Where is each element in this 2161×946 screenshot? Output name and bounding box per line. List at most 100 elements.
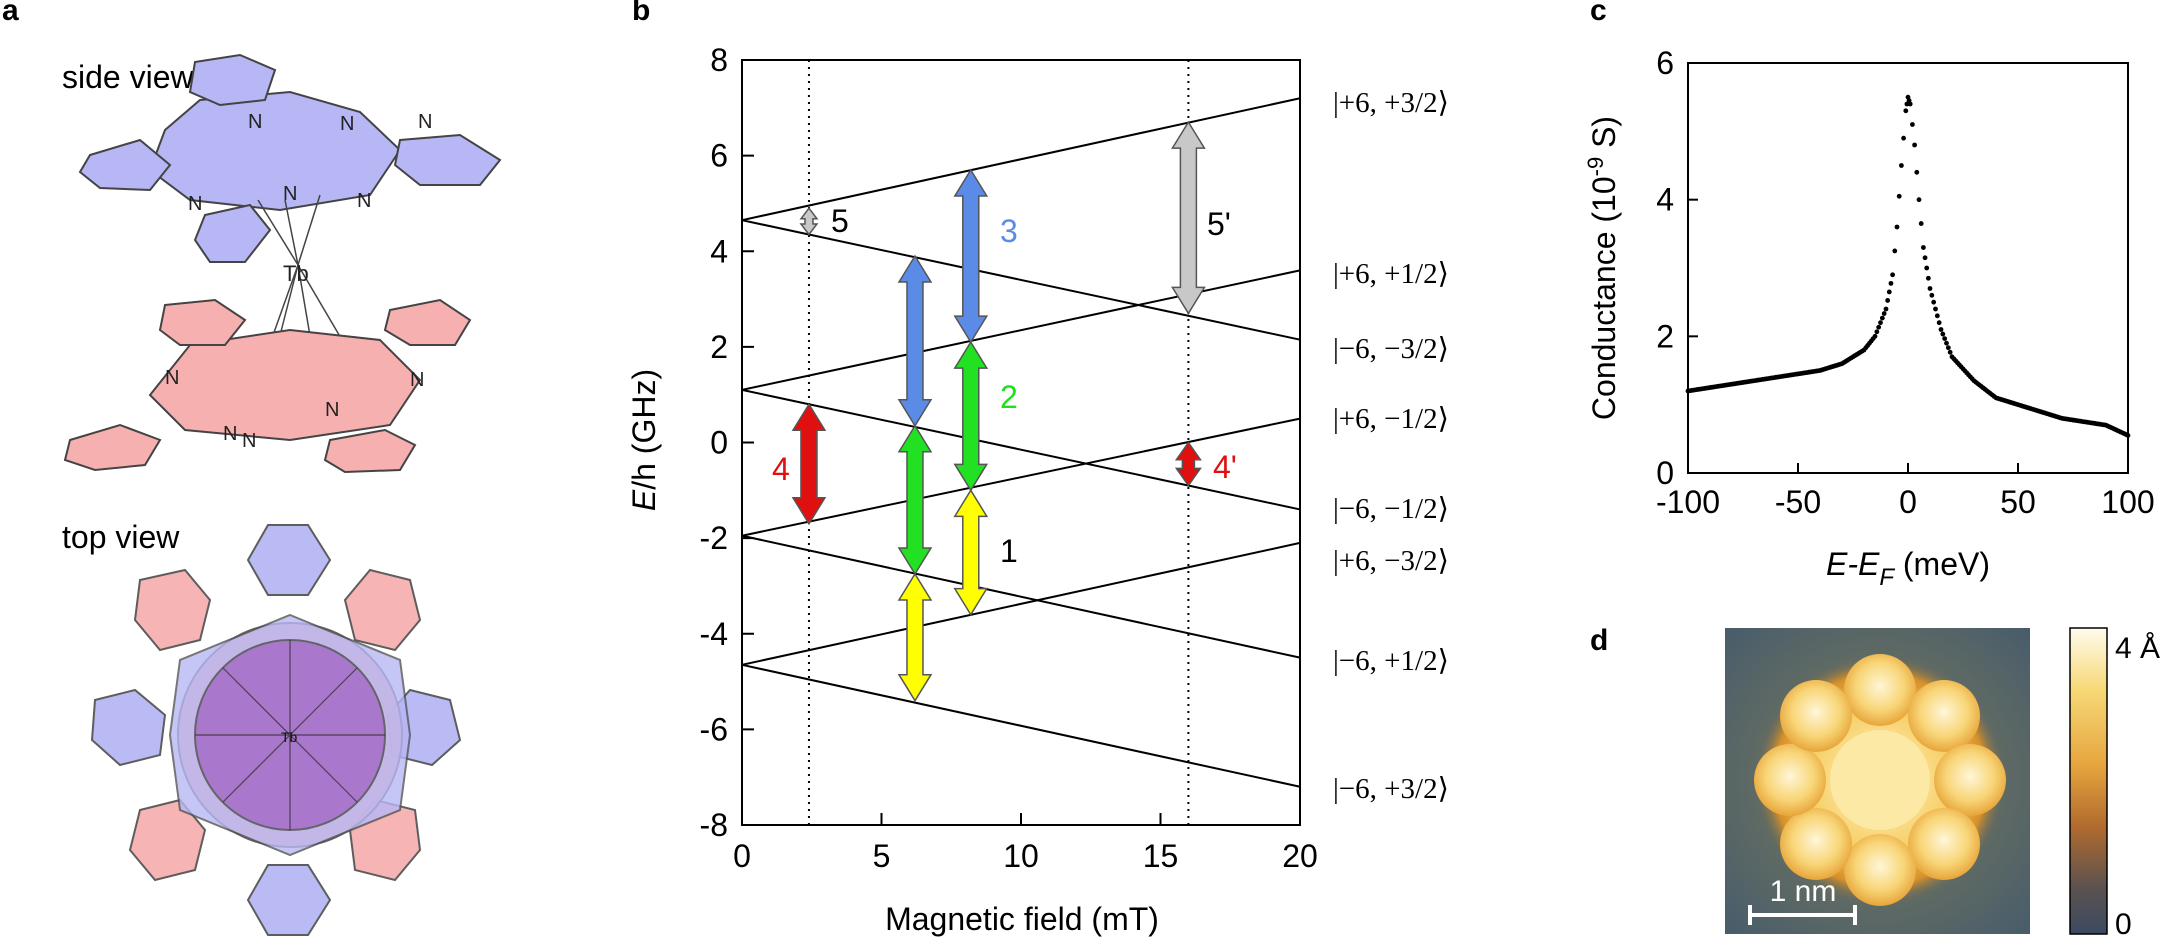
side-view-label: side view — [62, 59, 195, 95]
data-point — [1903, 108, 1909, 114]
data-point — [1876, 324, 1882, 330]
state-label: |+6, +3/2⟩ — [1333, 87, 1449, 119]
data-point — [1912, 142, 1917, 148]
data-point — [1872, 333, 1878, 339]
energy-level-line — [741, 534, 1301, 659]
transition-label-2: 2 — [1000, 379, 1018, 415]
transition-label-1: 1 — [1000, 533, 1018, 569]
transition-arrow-5' — [1171, 120, 1206, 315]
transition-label-3: 3 — [1000, 213, 1018, 249]
data-point — [1924, 265, 1930, 271]
data-point — [1878, 320, 1883, 326]
y-tick-label: -2 — [700, 520, 728, 556]
energy-level-line — [741, 269, 1301, 391]
data-point — [1892, 248, 1898, 254]
y-tick-label: -8 — [700, 807, 728, 843]
colorbar — [2069, 627, 2108, 935]
x-tick-label: 15 — [1143, 838, 1179, 874]
panel-d-stm-image: 1 nm 4 Å 0 — [1725, 627, 2160, 941]
state-label: |−6, −3/2⟩ — [1333, 333, 1449, 365]
transition-label-4: 4 — [772, 451, 790, 487]
y-tick-label: -6 — [700, 711, 728, 747]
data-point — [1922, 255, 1928, 261]
y-tick-label: 8 — [710, 42, 728, 78]
nitrogen-label: N — [223, 423, 237, 445]
data-point — [1888, 280, 1894, 286]
field-markers — [807, 60, 1190, 825]
tb-label-top: Tb — [281, 729, 298, 745]
data-point — [1942, 336, 1948, 342]
transition-arrow-1 — [953, 488, 989, 617]
nitrogen-label: N — [248, 111, 262, 133]
transition-label-4-prime: 4' — [1213, 449, 1237, 485]
transition-arrow-2 — [897, 424, 933, 576]
data-point — [1894, 224, 1900, 230]
data-point — [1918, 221, 1924, 226]
transition-arrows — [791, 120, 1206, 703]
transition-arrow-4' — [1174, 441, 1202, 487]
state-label: |−6, −1/2⟩ — [1333, 493, 1449, 525]
axis-ticks: -100 -50 0 50 100 0 2 4 6 — [1656, 45, 2155, 520]
energy-level-line — [741, 663, 1301, 788]
transition-arrow-5 — [799, 206, 819, 236]
y-tick-label: 2 — [710, 329, 728, 365]
conductance-data — [1685, 94, 2131, 438]
nitrogen-label: N — [357, 190, 371, 212]
state-label: |+6, −1/2⟩ — [1333, 403, 1449, 435]
panel-label-c: c — [1590, 0, 1607, 27]
y-tick-label: 4 — [1656, 182, 1674, 218]
data-point — [1883, 306, 1889, 312]
lower-phthalocyanine-ring — [63, 298, 472, 474]
data-point — [1896, 193, 1902, 199]
data-point — [1899, 163, 1904, 168]
nitrogen-label: N — [188, 193, 202, 215]
transition-label-5-prime: 5' — [1207, 206, 1231, 242]
data-point — [1933, 306, 1938, 312]
nitrogen-label: N — [325, 399, 339, 421]
panel-label-a: a — [2, 0, 19, 27]
data-point — [1934, 313, 1940, 319]
data-point — [1945, 345, 1951, 351]
data-point — [1890, 272, 1895, 278]
tb-label: Tb — [283, 261, 309, 286]
nitrogen-label: N — [165, 367, 179, 389]
energy-levels — [741, 97, 1301, 788]
x-tick-label: 0 — [1899, 484, 1917, 520]
transition-arrow-4 — [791, 402, 827, 526]
data-point — [1874, 329, 1880, 335]
data-point — [1921, 245, 1926, 250]
y-tick-label: 2 — [1656, 318, 1674, 354]
y-tick-label: 4 — [710, 233, 728, 269]
x-axis-label: E-EF (meV) — [1826, 546, 1990, 591]
plot-frame — [741, 59, 1301, 826]
x-tick-label: 20 — [1282, 838, 1318, 874]
data-point — [1885, 298, 1891, 303]
nitrogen-label: N — [418, 111, 432, 133]
plot-frame — [1687, 62, 2129, 474]
top-view-label: top view — [62, 519, 180, 555]
state-label: |−6, +3/2⟩ — [1333, 773, 1449, 805]
x-tick-label: 50 — [2000, 484, 2036, 520]
data-point — [1901, 135, 1906, 141]
x-tick-label: -100 — [1656, 484, 1720, 520]
x-axis-label: Magnetic field (mT) — [885, 901, 1159, 937]
data-point — [1879, 315, 1885, 321]
data-point — [1914, 169, 1920, 175]
data-point — [1947, 349, 1953, 355]
data-point — [1925, 275, 1931, 281]
colorbar-max-label: 4 Å — [2115, 632, 2160, 665]
y-tick-label: 0 — [1656, 455, 1674, 491]
transition-arrow-3 — [897, 254, 933, 428]
y-axis-label: E/h (GHz) — [626, 369, 662, 511]
state-label: |−6, +1/2⟩ — [1333, 645, 1449, 677]
y-axis-label: Conductance (10-9 S) — [1583, 116, 1622, 420]
y-tick-label: 6 — [1656, 45, 1674, 81]
x-tick-label: 10 — [1003, 838, 1039, 874]
nitrogen-label: N — [283, 183, 297, 205]
colorbar-min-label: 0 — [2115, 908, 2132, 941]
data-point — [1944, 340, 1949, 346]
molecule-lobes — [1754, 654, 2006, 906]
